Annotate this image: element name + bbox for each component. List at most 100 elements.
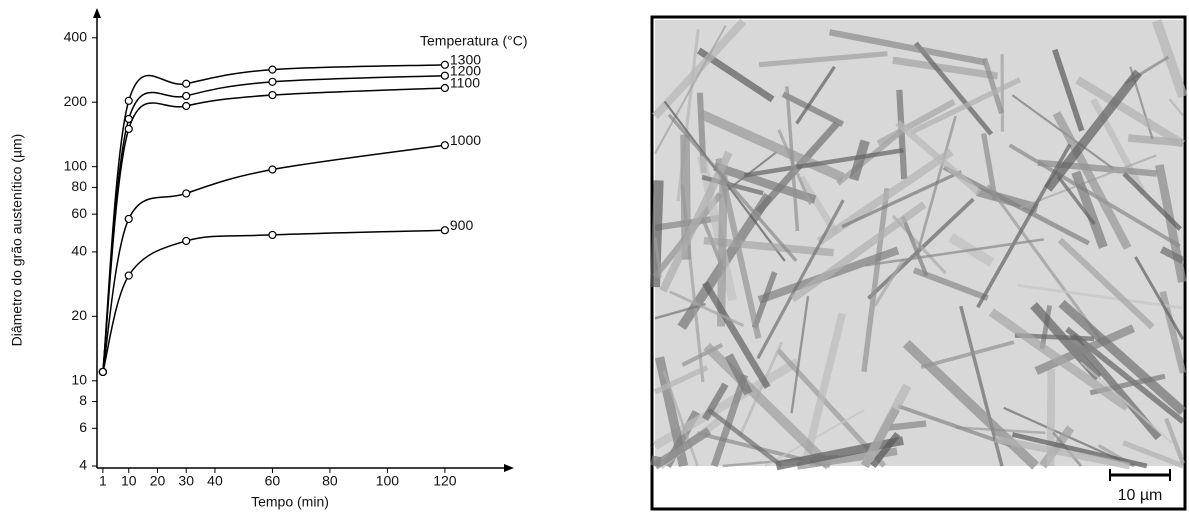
y-tick-label: 200 [64, 93, 88, 109]
needle [910, 77, 1022, 135]
needle [849, 139, 870, 182]
needle [915, 115, 957, 257]
data-point [268, 230, 277, 240]
needle [653, 237, 662, 278]
needles [650, 18, 1188, 471]
x-tick-label: 10 [121, 473, 137, 489]
needle [1075, 76, 1186, 148]
needle [777, 129, 813, 206]
data-point [182, 189, 191, 198]
needle [707, 407, 784, 468]
needle [1039, 305, 1053, 350]
data-point [182, 236, 191, 246]
needle [724, 353, 753, 396]
needle [756, 199, 845, 360]
needle [654, 302, 706, 320]
data-point [440, 141, 449, 150]
needle [650, 180, 664, 288]
needle [1071, 170, 1108, 249]
y-axis-arrow [93, 8, 101, 18]
needle [710, 373, 749, 468]
needle [652, 18, 747, 120]
data-point [440, 83, 449, 93]
needle [913, 41, 994, 136]
needle [981, 133, 998, 201]
series-line [102, 74, 445, 373]
needle [1168, 98, 1184, 117]
needle [897, 404, 1012, 448]
needle [727, 151, 778, 191]
needle [775, 436, 904, 471]
y-tick-label: 100 [64, 157, 88, 173]
needle [758, 51, 888, 68]
data-point [440, 226, 449, 235]
needle [841, 170, 962, 229]
y-tick-label: 4 [79, 457, 87, 473]
data-point [268, 165, 277, 174]
series-line [102, 229, 445, 373]
y-axis-label: Diâmetro do grão austenítico (µm) [9, 134, 25, 347]
needle [781, 91, 845, 127]
series-line [102, 87, 445, 373]
needle [1011, 432, 1148, 469]
needle [1134, 256, 1185, 341]
data-point [440, 60, 449, 69]
needle [790, 201, 927, 303]
data-point [268, 90, 277, 100]
needle [828, 29, 986, 66]
data-point [182, 101, 191, 111]
y-tick-label: 10 [71, 371, 87, 387]
needle [867, 197, 975, 300]
data-point [268, 77, 277, 86]
series-label: 1000 [450, 132, 481, 148]
x-tick-label: 80 [322, 473, 338, 489]
y-tick-label: 6 [79, 419, 87, 435]
needle [1057, 237, 1155, 330]
series-line [102, 64, 445, 372]
data-point [182, 91, 191, 101]
needle [1151, 19, 1188, 99]
scale-label: 10 µm [1118, 487, 1163, 504]
y-tick-label: 400 [64, 28, 88, 44]
x-axis-label: Tempo (min) [251, 494, 329, 510]
needle [1044, 69, 1143, 192]
y-tick-label: 8 [79, 392, 87, 408]
needle [1052, 48, 1085, 132]
y-tick-label: 20 [71, 307, 87, 323]
needle [1159, 246, 1185, 264]
data-point [124, 271, 133, 280]
needle [884, 420, 927, 432]
needle [1164, 417, 1186, 465]
x-tick-label: 20 [150, 473, 166, 489]
needle [976, 143, 1072, 309]
data-point [98, 367, 107, 377]
needle [654, 25, 727, 155]
needle [764, 409, 865, 467]
needle [861, 187, 890, 373]
needle [702, 281, 771, 389]
needle [860, 383, 912, 469]
data-point [268, 65, 277, 74]
needle [1155, 164, 1187, 283]
needle [920, 340, 1015, 370]
needle [703, 342, 833, 470]
needle [1034, 324, 1136, 375]
data-point [124, 124, 133, 134]
series-label: 900 [450, 217, 474, 233]
series-line [102, 144, 445, 373]
data-point [124, 214, 133, 224]
needle [698, 109, 845, 183]
needle [892, 56, 999, 80]
y-tick-label: 40 [71, 243, 87, 259]
needle [981, 57, 1005, 115]
data-point [440, 71, 449, 80]
needle [873, 258, 906, 307]
needle [738, 341, 783, 438]
needle [1017, 283, 1183, 310]
needle [785, 86, 800, 232]
needle [702, 382, 729, 421]
needle [795, 65, 836, 125]
x-tick-label: 100 [376, 473, 400, 489]
legend-title: Temperatura (°C) [420, 33, 528, 49]
